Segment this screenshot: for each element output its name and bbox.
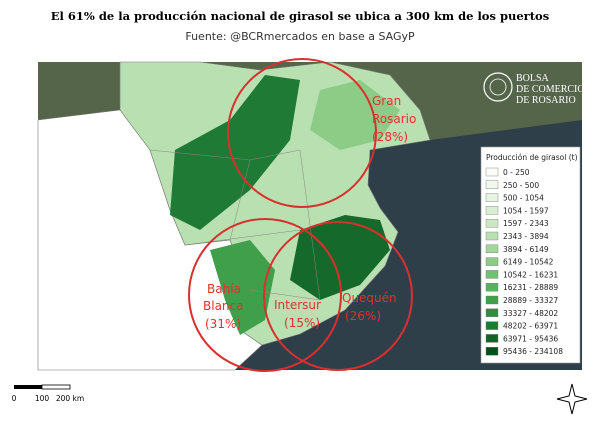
zone-name: Bahía [207, 282, 241, 296]
zone-circle [263, 221, 413, 371]
legend-swatch [485, 218, 499, 228]
legend-label: 2343 - 3894 [503, 232, 549, 241]
legend-swatch [485, 231, 499, 241]
legend-label: 1054 - 1597 [503, 206, 549, 215]
scale-label: 200 km [56, 394, 84, 403]
legend-swatch [485, 167, 499, 177]
province-borders [149, 149, 321, 301]
zone-share: (26%) [345, 309, 381, 323]
north-core [170, 75, 300, 230]
scale-bar: 0 100 200 km [12, 384, 84, 403]
zone-share: (28%) [372, 130, 408, 144]
legend-label: 63971 - 95436 [503, 334, 558, 343]
scale-label: 100 [35, 394, 50, 403]
legend-swatch [485, 308, 499, 317]
scale-segment [14, 385, 42, 389]
legend-swatch [485, 270, 499, 279]
zone-name: Blanca [203, 299, 243, 313]
legend-label: 33327 - 48202 [503, 309, 558, 318]
legend-swatch [485, 257, 499, 266]
legend-label: 28889 - 33327 [503, 296, 558, 305]
scale-segment [41, 384, 71, 390]
legend-swatch [485, 347, 499, 356]
legend-label: 10542 - 16231 [503, 270, 558, 279]
zone-name: Intersur [274, 298, 321, 312]
zone-share: (15%) [284, 316, 320, 330]
legend-label: 95436 - 234108 [503, 347, 563, 356]
zone-circle [227, 58, 377, 208]
compass [556, 383, 588, 415]
logo-seal [483, 72, 513, 102]
map: Gran Rosario (28%) Bahía Blanca (31%) In… [37, 58, 585, 372]
scale-label: 0 [12, 394, 17, 403]
subtitle: Fuente: @BCRmercados en base a SAGyP [185, 30, 415, 43]
legend-swatch [485, 244, 499, 254]
zone-circle [188, 218, 342, 372]
zone-name: Rosario [372, 112, 416, 126]
logo-text: DE ROSARIO [516, 95, 576, 106]
title: El 61% de la producción nacional de gira… [51, 9, 549, 23]
legend-label: 250 - 500 [503, 181, 539, 190]
legend-label: 500 - 1054 [503, 194, 544, 203]
southeast-core [290, 215, 390, 300]
legend-label: 1597 - 2343 [503, 219, 549, 228]
southwest-core [210, 240, 275, 335]
logo-text: DE COMERCIO [516, 84, 585, 95]
legend-label: 48202 - 63971 [503, 322, 558, 331]
legend-swatch [485, 321, 499, 330]
legend-label: 0 - 250 [503, 168, 530, 177]
legend-title: Producción de girasol (t) [486, 153, 578, 162]
legend-swatch [485, 180, 499, 190]
legend-label: 3894 - 6149 [503, 245, 549, 254]
legend-swatch [485, 193, 499, 202]
entre-rios [310, 80, 400, 150]
legend-swatch [485, 334, 499, 343]
legend-label: 6149 - 10542 [503, 258, 554, 267]
zone-share: (31%) [205, 317, 241, 331]
logo: BOLSA DE COMERCIO DE ROSARIO [483, 72, 585, 106]
legend-swatch [485, 295, 499, 305]
legend-swatch [485, 206, 499, 215]
logo-seal [489, 78, 507, 96]
legend-swatch [485, 283, 499, 292]
logo-text: BOLSA [516, 73, 550, 84]
legend-label: 16231 - 28889 [503, 283, 558, 292]
zone-name: Quequén [342, 291, 397, 305]
zone-name: Gran [372, 94, 401, 108]
zone-label: Gran Rosario (28%) Bahía Blanca (31%) In… [203, 94, 416, 331]
legend: Producción de girasol (t) 0 - 250 250 - 5… [480, 146, 581, 364]
